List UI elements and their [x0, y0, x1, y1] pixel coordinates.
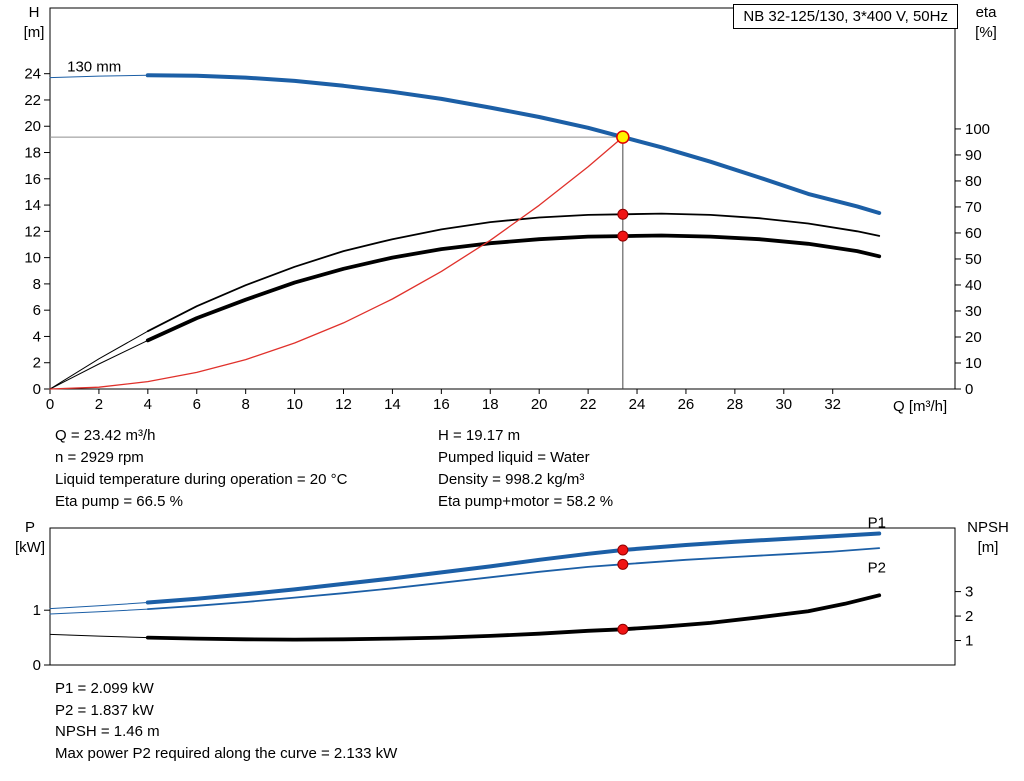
y-left-tick-label: 1 — [33, 602, 41, 619]
y-right-tick-label: 40 — [965, 277, 982, 294]
y-left-tick-label: 22 — [24, 92, 41, 109]
y-right-tick-label: 80 — [965, 173, 982, 190]
y-left-tick-label: 24 — [24, 66, 41, 83]
y-left-tick-label: 20 — [24, 118, 41, 135]
power-axis-label: P [kW] — [15, 519, 45, 556]
duty-info-right-column: H = 19.17 m Pumped liquid = Water Densit… — [438, 425, 613, 513]
y-left-tick-label: 8 — [33, 276, 41, 293]
info-line-q: Q = 23.42 m³/h — [55, 427, 156, 444]
operating-point-marker — [617, 544, 629, 556]
y-right-tick-label: 70 — [965, 199, 982, 216]
plot-border — [49, 527, 956, 666]
info-line-p1: P1 = 2.099 kW — [55, 680, 154, 697]
x-tick-label: 26 — [678, 396, 695, 413]
y-right-tick-label: 2 — [965, 608, 973, 625]
info-line-n: n = 2929 rpm — [55, 449, 144, 466]
p1-curve — [49, 602, 149, 610]
x-tick-label: 32 — [824, 396, 841, 413]
npsh-curve — [49, 633, 149, 639]
x-tick-label: 12 — [335, 396, 352, 413]
operating-point-marker — [617, 230, 629, 242]
eta-pump-curve — [49, 330, 149, 390]
x-tick-label: 4 — [144, 396, 152, 413]
eta-axis-label: eta [%] — [975, 4, 997, 41]
eta-pump-motor-curve — [49, 339, 149, 390]
info-line-liquid-temp: Liquid temperature during operation = 20… — [55, 471, 348, 488]
y-left-tick-label: 12 — [24, 223, 41, 240]
info-line-max-power: Max power P2 required along the curve = … — [55, 744, 398, 762]
npsh-axis-label: NPSH [m] — [967, 519, 1009, 556]
x-tick-label: 20 — [531, 396, 548, 413]
duty-point — [616, 130, 630, 144]
p2-curve-label: P2 — [868, 559, 886, 576]
p1-curve-label: P1 — [868, 515, 886, 531]
info-line-eta-pump: Eta pump = 66.5 % — [55, 493, 183, 510]
pump-model-title: NB 32-125/130, 3*400 V, 50Hz — [733, 4, 958, 29]
y-left-tick-label: 0 — [33, 381, 41, 398]
x-tick-label: 30 — [775, 396, 792, 413]
info-line-density: Density = 998.2 kg/m³ — [438, 471, 585, 488]
power-info-block: P1 = 2.099 kW P2 = 1.837 kW NPSH = 1.46 … — [55, 678, 397, 764]
y-left-tick-label: 16 — [24, 171, 41, 188]
hq-chart-svg: 0 2 4 6 8 10 12 14 16 18 20 22 24 26 28 30 3202468101214… — [24, 7, 990, 413]
y-right-tick-label: 50 — [965, 251, 982, 268]
y-left-tick-label: 6 — [33, 302, 41, 319]
y-right-tick-label: 100 — [965, 121, 990, 138]
y-left-tick-label: 4 — [33, 328, 41, 345]
info-line-pumped-liquid: Pumped liquid = Water — [438, 449, 590, 466]
duty-info-left-column: Q = 23.42 m³/h n = 2929 rpm Liquid tempe… — [55, 425, 347, 513]
hq-chart-area: 0 2 4 6 8 10 12 14 16 18 20 22 24 26 28 30 32 0 2 4 6 8 10 12 14… — [23, 4, 997, 415]
y-right-tick-label: 3 — [965, 584, 973, 601]
plot-border — [49, 7, 956, 390]
x-tick-label: 0 — [46, 396, 54, 413]
power-chart-svg: 0 1 1 2 3 P1 P2 — [33, 515, 974, 674]
eta-pump-motor-curve — [145, 233, 882, 343]
x-tick-label: 6 — [193, 396, 201, 413]
info-line-eta-pump-motor: Eta pump+motor = 58.2 % — [438, 493, 614, 510]
y-right-tick-label: 10 — [965, 355, 982, 372]
y-right-tick-label: 20 — [965, 329, 982, 346]
y-left-tick-label: 2 — [33, 355, 41, 372]
operating-point-marker — [617, 558, 629, 570]
head-axis-label: H [m] — [23, 4, 45, 41]
eta-pump-curve — [146, 212, 881, 333]
y-right-tick-label: 90 — [965, 147, 982, 164]
y-right-tick-label: 0 — [965, 381, 973, 398]
x-tick-label: 22 — [580, 396, 597, 413]
x-tick-label: 14 — [384, 396, 401, 413]
info-line-h: H = 19.17 m — [438, 427, 521, 444]
p1-curve — [145, 531, 882, 605]
x-tick-label: 10 — [286, 396, 303, 413]
pump-curve-130mm — [49, 74, 149, 79]
y-left-tick-label: 18 — [24, 145, 41, 162]
npsh-curve — [145, 593, 882, 642]
y-right-tick-label: 30 — [965, 303, 982, 320]
y-right-tick-label: 60 — [965, 225, 982, 242]
info-line-npsh: NPSH = 1.46 m — [55, 723, 160, 740]
x-tick-label: 28 — [727, 396, 744, 413]
x-tick-label: 2 — [95, 396, 103, 413]
p2-curve — [146, 547, 881, 610]
y-right-tick-label: 1 — [965, 633, 973, 650]
system-curve — [49, 136, 624, 390]
x-tick-label: 16 — [433, 396, 450, 413]
y-left-tick-label: 14 — [24, 197, 41, 214]
power-chart-area: 0 1 1 2 3 P1 P2 P [kW] NPSH [m] — [0, 515, 1024, 685]
operating-point-marker — [617, 623, 629, 635]
info-line-p2: P2 = 1.837 kW — [55, 701, 154, 719]
x-tick-label: 18 — [482, 396, 499, 413]
operating-point-marker — [617, 208, 629, 220]
y-left-tick-label: 0 — [33, 657, 41, 674]
pump-curve-130mm-label: 130 mm — [67, 59, 121, 76]
x-tick-label: 8 — [242, 396, 250, 413]
x-tick-label: 24 — [629, 396, 646, 413]
p2-curve — [49, 608, 149, 615]
pump-curve-130mm — [145, 73, 882, 215]
y-left-tick-label: 10 — [24, 250, 41, 267]
flow-axis-label: Q [m³/h] — [893, 398, 948, 415]
